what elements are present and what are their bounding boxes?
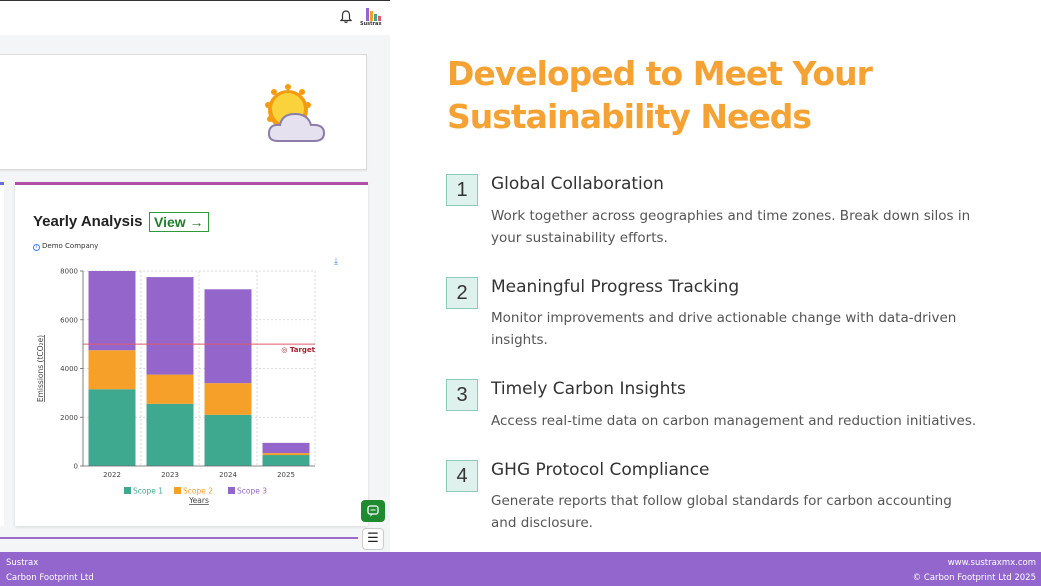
heading-line-1: Developed to Meet Your bbox=[447, 54, 873, 93]
bar-segment bbox=[88, 271, 136, 351]
page-heading: Developed to Meet Your Sustainability Ne… bbox=[447, 52, 1007, 138]
y-tick-label: 4000 bbox=[60, 365, 78, 373]
bar-segment bbox=[262, 453, 310, 456]
feature-description-line: insights. bbox=[491, 332, 548, 348]
footer-right: www.sustraxmx.com © Carbon Footprint Ltd… bbox=[913, 556, 1036, 586]
x-tick-label: 2025 bbox=[277, 471, 295, 479]
neighbor-card-edge bbox=[0, 182, 4, 526]
bar-segment bbox=[88, 350, 136, 390]
feature-description: Monitor improvements and drive actionabl… bbox=[491, 307, 991, 351]
legend-label: Scope 1 bbox=[133, 487, 163, 496]
feature-description: Generate reports that follow global stan… bbox=[491, 490, 991, 534]
feature-number: 4 bbox=[446, 460, 478, 492]
feature-description-line: Monitor improvements and drive actionabl… bbox=[491, 310, 957, 326]
y-axis-label: Emissions (tCO₂e) bbox=[36, 335, 45, 402]
legend-swatch bbox=[124, 487, 131, 494]
feature-title: Meaningful Progress Tracking bbox=[491, 277, 740, 297]
app-topbar: Sustrax bbox=[0, 1, 390, 35]
bar-segment bbox=[146, 277, 194, 375]
feature-description-line: Access real-time data on carbon manageme… bbox=[491, 413, 977, 429]
bar-segment bbox=[204, 383, 252, 415]
divider-line bbox=[0, 537, 358, 539]
yearly-emissions-chart: ◎ Target 2022 2023 2024 2025 0 2000 4000 6000 80… bbox=[36, 268, 316, 506]
feature-number: 3 bbox=[446, 379, 478, 411]
x-tick-label: 2022 bbox=[103, 471, 121, 479]
yearly-analysis-title: Yearly Analysis bbox=[33, 213, 143, 230]
bar-segment bbox=[88, 389, 136, 466]
company-name: Demo Company bbox=[42, 242, 99, 250]
legend-swatch bbox=[228, 487, 235, 494]
feature-description-line: your sustainability efforts. bbox=[491, 230, 668, 246]
bar-segment bbox=[146, 403, 194, 466]
feature-description-line: and disclosure. bbox=[491, 515, 593, 531]
feature-description: Work together across geographies and tim… bbox=[491, 205, 991, 249]
target-label: ◎ Target bbox=[281, 346, 315, 354]
bar-segment bbox=[262, 442, 310, 454]
menu-button[interactable]: ☰ bbox=[362, 528, 384, 550]
footer-company: Sustrax bbox=[6, 558, 39, 568]
download-icon[interactable]: ⤓ bbox=[334, 257, 338, 267]
bar-segment bbox=[204, 414, 252, 466]
footer-website-link[interactable]: www.sustraxmx.com bbox=[947, 558, 1036, 568]
feature-title: GHG Protocol Compliance bbox=[491, 460, 710, 480]
y-tick-label: 6000 bbox=[60, 316, 78, 324]
legend-label: Scope 3 bbox=[237, 487, 267, 496]
y-tick-label: 2000 bbox=[60, 414, 78, 422]
footer: Sustrax Carbon Footprint Ltd www.sustrax… bbox=[0, 552, 1041, 586]
footer-company-full: Carbon Footprint Ltd bbox=[6, 573, 94, 583]
company-label: i Demo Company bbox=[33, 242, 98, 251]
feature-title: Global Collaboration bbox=[491, 174, 664, 194]
feature-number: 2 bbox=[446, 277, 478, 309]
chat-icon bbox=[367, 505, 379, 517]
footer-copyright: © Carbon Footprint Ltd 2025 bbox=[912, 573, 1036, 583]
legend-swatch bbox=[174, 487, 181, 494]
bell-icon[interactable] bbox=[340, 10, 352, 24]
heading-line-2: Sustainability Needs bbox=[447, 97, 812, 136]
y-tick-label: 0 bbox=[74, 463, 78, 471]
app-preview-panel: Sustrax Yearly Analysis View → i Demo Com… bbox=[0, 0, 390, 552]
logo-text: Sustrax bbox=[360, 21, 382, 27]
y-tick-label: 8000 bbox=[60, 268, 78, 276]
feature-description-line: Work together across geographies and tim… bbox=[491, 208, 971, 224]
bar-segment bbox=[262, 455, 310, 466]
feature-description: Access real-time data on carbon manageme… bbox=[491, 410, 991, 432]
x-tick-label: 2023 bbox=[161, 471, 179, 479]
bar-segment bbox=[146, 374, 194, 404]
partly-cloudy-icon bbox=[265, 84, 326, 142]
bar-segment bbox=[204, 289, 252, 384]
x-tick-label: 2024 bbox=[219, 471, 237, 479]
sustrax-logo-icon bbox=[366, 8, 381, 21]
feature-title: Timely Carbon Insights bbox=[491, 379, 686, 399]
info-icon: i bbox=[33, 244, 40, 251]
yearly-analysis-card: Yearly Analysis View → i Demo Company ⤓ ◎… bbox=[15, 182, 368, 526]
chat-button[interactable] bbox=[361, 500, 385, 522]
x-axis-label: Years bbox=[188, 496, 209, 505]
feature-number: 1 bbox=[446, 174, 478, 206]
legend-label: Scope 2 bbox=[183, 487, 213, 496]
footer-left: Sustrax Carbon Footprint Ltd bbox=[6, 556, 94, 586]
view-button[interactable]: View → bbox=[149, 212, 209, 232]
feature-description-line: Generate reports that follow global stan… bbox=[491, 493, 952, 509]
